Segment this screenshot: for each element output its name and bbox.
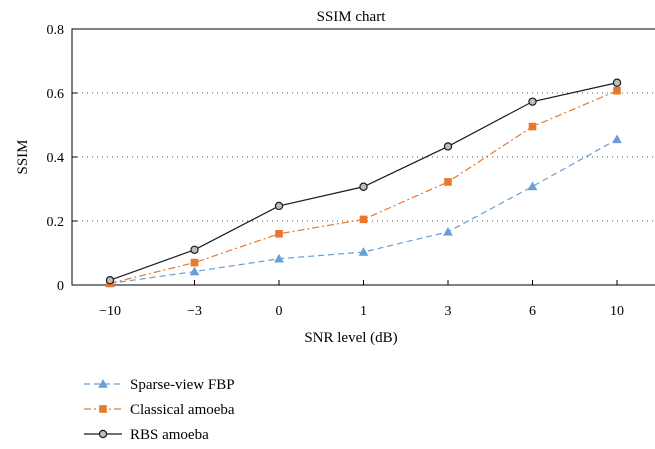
- legend-label: Classical amoeba: [130, 402, 235, 418]
- legend-item: RBS amoeba: [84, 427, 209, 443]
- x-axis-ticks: −10 −3 0 1 3 6 10: [99, 280, 624, 319]
- data-point: [358, 247, 369, 256]
- data-point: [274, 253, 284, 263]
- chart-title: SSIM chart: [317, 9, 387, 25]
- data-point: [190, 245, 199, 254]
- series-rbs-amoeba: [105, 78, 622, 285]
- x-tick-label: 10: [610, 304, 624, 319]
- data-point: [274, 201, 284, 211]
- x-axis-label: SNR level (dB): [304, 330, 397, 346]
- data-point: [612, 134, 622, 144]
- legend-marker: [98, 429, 108, 439]
- data-point: [275, 230, 283, 238]
- x-tick-label: 6: [529, 304, 536, 319]
- y-axis-ticks: 0 0.2 0.4 0.6 0.8: [47, 23, 77, 294]
- data-point: [359, 182, 368, 191]
- data-point: [443, 142, 453, 151]
- data-point: [444, 178, 452, 186]
- y-tick-label: 0.4: [47, 151, 65, 166]
- legend-item: Sparse-view FBP: [84, 377, 235, 393]
- x-tick-label: 1: [360, 304, 367, 319]
- y-tick-label: 0.2: [47, 215, 65, 230]
- data-point: [189, 266, 200, 276]
- legend-marker: [99, 405, 107, 413]
- series-sparse-view-fbp: [105, 134, 622, 288]
- series-line: [109, 138, 618, 284]
- data-point: [105, 276, 115, 285]
- y-tick-label: 0.6: [47, 87, 65, 102]
- legend-item: Classical amoeba: [84, 402, 235, 418]
- y-tick-label: 0.8: [47, 23, 65, 38]
- data-point: [527, 181, 538, 191]
- data-point: [613, 86, 621, 95]
- data-point: [443, 226, 453, 236]
- legend-label: Sparse-view FBP: [130, 377, 235, 393]
- x-tick-label: 3: [445, 304, 452, 319]
- y-axis-label: SSIM: [15, 139, 31, 174]
- y-tick-label: 0: [57, 279, 64, 294]
- x-tick-label: −3: [187, 304, 202, 319]
- data-point: [190, 258, 199, 267]
- legend-marker: [98, 378, 108, 388]
- data-series: [105, 78, 622, 288]
- x-tick-label: 0: [276, 304, 283, 319]
- data-point: [528, 122, 537, 131]
- legend: Sparse-view FBP Classical amoeba RBS amoeb…: [84, 377, 235, 443]
- legend-label: RBS amoeba: [130, 427, 209, 443]
- data-point: [612, 78, 622, 87]
- grid-lines: [72, 92, 655, 222]
- x-tick-label: −10: [99, 304, 121, 319]
- data-point: [528, 97, 537, 106]
- data-point: [359, 215, 368, 224]
